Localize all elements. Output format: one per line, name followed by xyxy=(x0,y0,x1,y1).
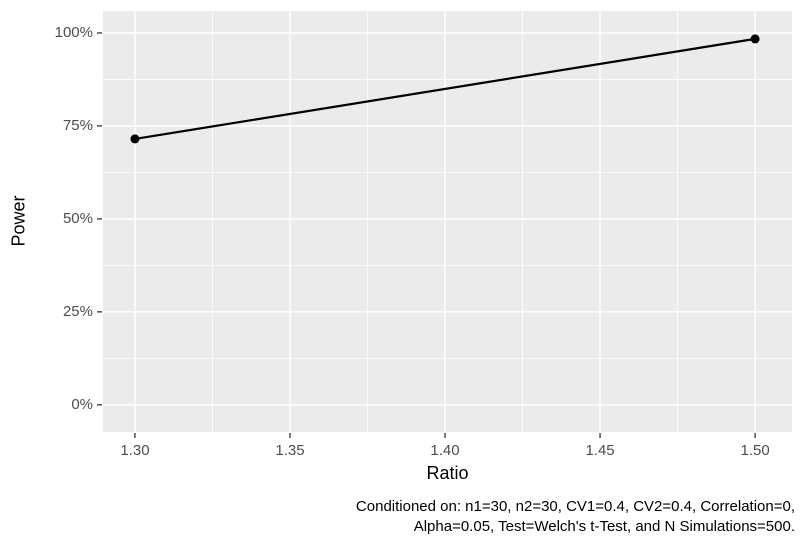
x-axis-tick-label: 1.35 xyxy=(275,442,305,459)
y-axis-tick-label: 75% xyxy=(62,116,93,134)
caption-line-1: Conditioned on: n1=30, n2=30, CV1=0.4, C… xyxy=(355,498,795,515)
y-axis-title: Power xyxy=(8,195,29,247)
y-axis-tick-label: 0% xyxy=(71,395,93,413)
x-axis-tick-label: 1.50 xyxy=(740,442,770,459)
y-axis-tick-label: 100% xyxy=(54,23,93,41)
x-axis-tick-label: 1.40 xyxy=(430,442,460,459)
power-line xyxy=(134,37,756,141)
panel-background xyxy=(103,11,792,432)
y-axis-tick-label: 25% xyxy=(62,302,93,320)
caption-line-2: Alpha=0.05, Test=Welch's t-Test, and N S… xyxy=(413,518,795,535)
data-point xyxy=(750,34,760,44)
x-axis-title: Ratio xyxy=(426,463,469,483)
plot-caption: Conditioned on: n1=30, n2=30, CV1=0.4, C… xyxy=(356,497,795,537)
data-point xyxy=(130,134,140,144)
y-axis-tick-label: 50% xyxy=(62,209,93,227)
x-axis-tick-label: 1.30 xyxy=(120,442,150,459)
x-axis-tick-label: 1.45 xyxy=(585,442,615,459)
